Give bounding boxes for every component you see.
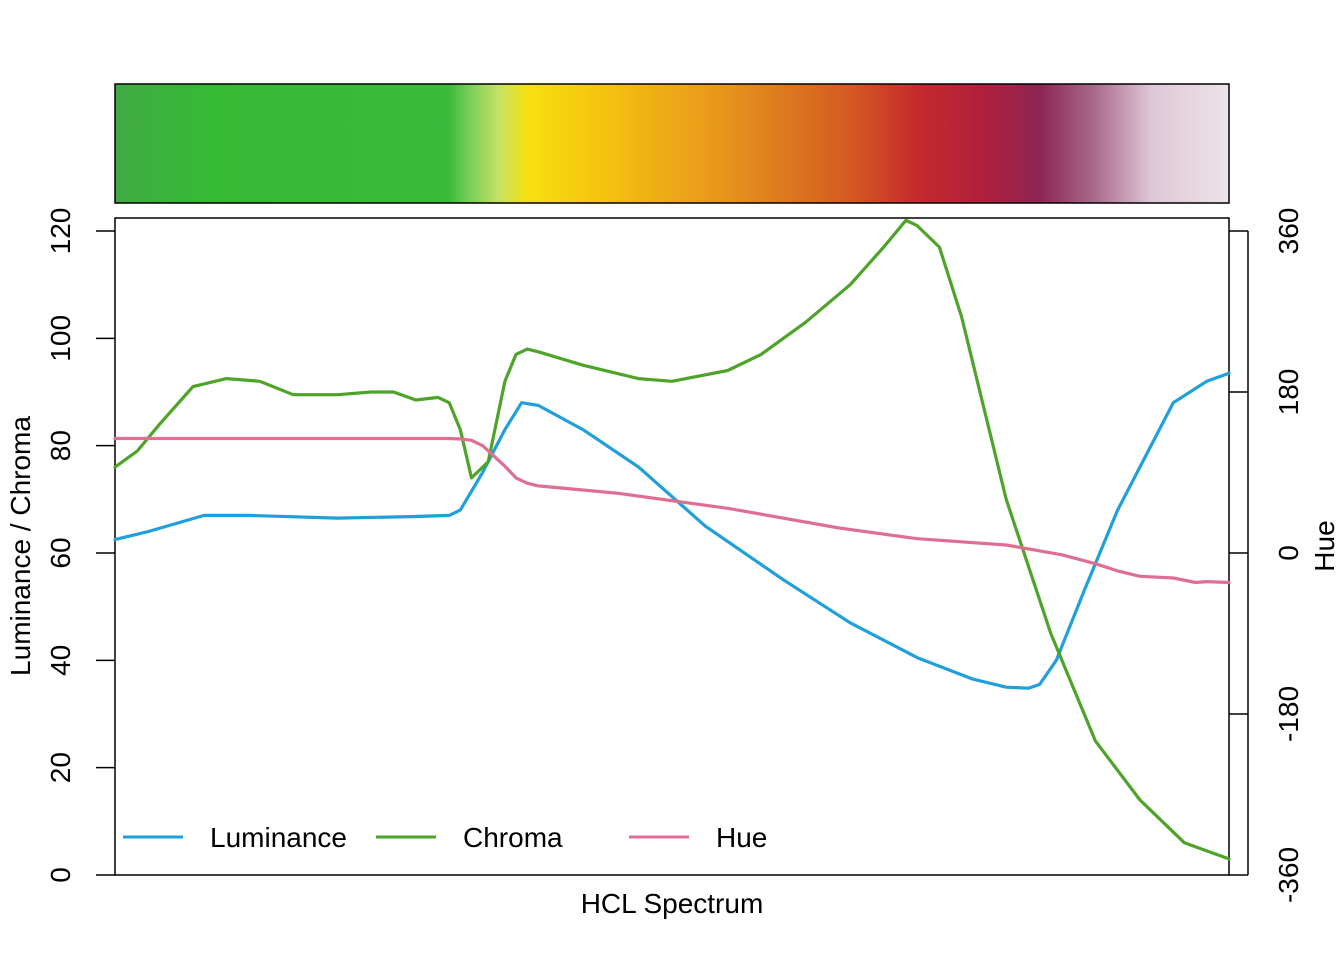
y-axis-right-title: Hue: [1309, 520, 1340, 571]
series-line-chroma: [113, 218, 1231, 861]
right-y-axis: -360 -180 0 180 360: [1229, 208, 1304, 903]
series-line-luminance: [113, 371, 1231, 690]
left-tick-label: 120: [45, 208, 76, 255]
legend: Luminance Chroma Hue: [123, 822, 767, 853]
right-tick-label: -180: [1273, 686, 1304, 742]
left-tick-label: 80: [45, 430, 76, 461]
right-tick-label: 180: [1273, 369, 1304, 416]
series-lines: [113, 218, 1231, 861]
left-tick-label: 100: [45, 315, 76, 362]
color-spectrum-bar: [114, 83, 1230, 204]
left-tick-label: 0: [45, 867, 76, 883]
left-tick-label: 60: [45, 537, 76, 568]
x-axis-title: HCL Spectrum: [581, 888, 764, 919]
right-tick-label: 0: [1273, 545, 1304, 561]
legend-label-hue: Hue: [716, 822, 767, 853]
y-axis-left-title: Luminance / Chroma: [5, 416, 36, 676]
legend-label-chroma: Chroma: [463, 822, 563, 853]
right-tick-label: -360: [1273, 847, 1304, 903]
legend-label-luminance: Luminance: [210, 822, 347, 853]
left-tick-label: 40: [45, 645, 76, 676]
plot-frame: [114, 217, 1230, 876]
left-y-axis: 0 20 40 60 80 100 120: [45, 208, 115, 883]
right-tick-label: 360: [1273, 208, 1304, 255]
left-tick-label: 20: [45, 752, 76, 783]
series-line-hue: [113, 436, 1231, 585]
